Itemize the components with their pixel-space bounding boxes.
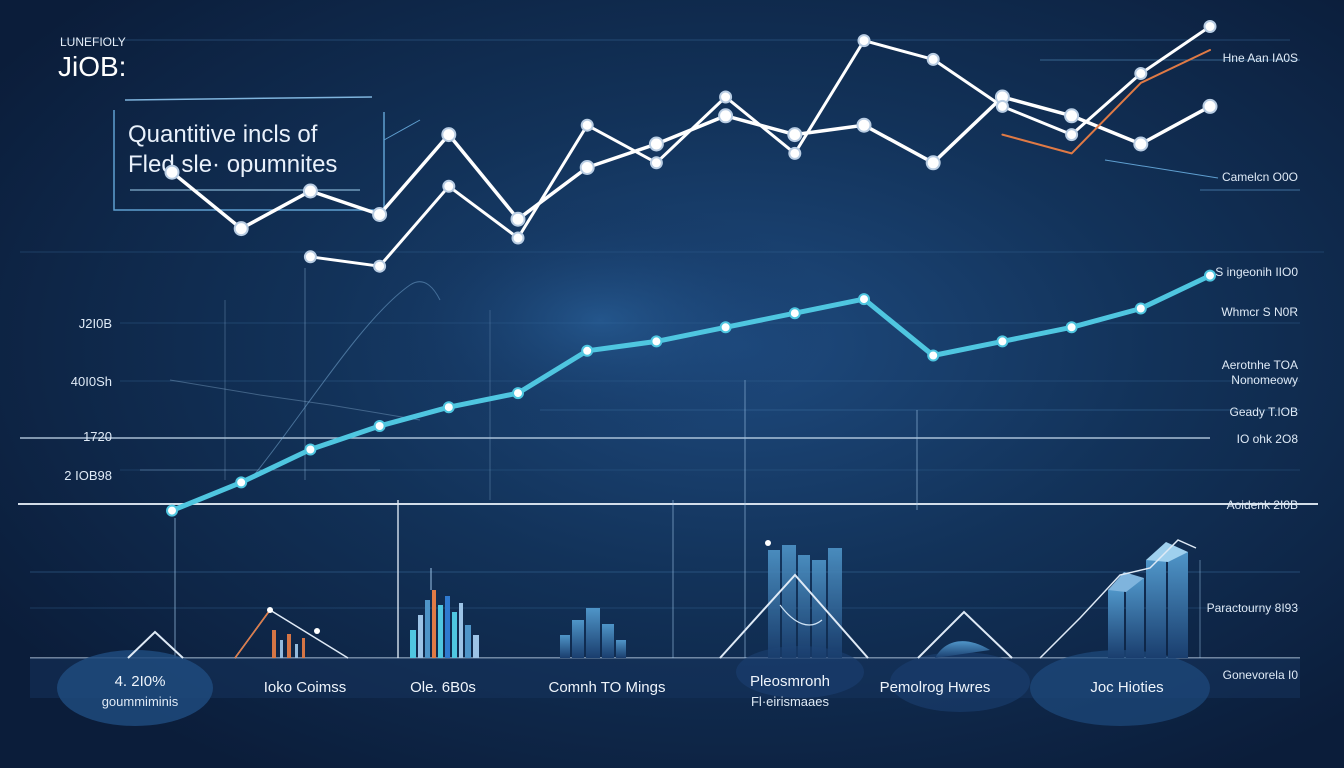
brand-logo: LUNEFIOLY JiOB:: [58, 35, 126, 82]
series-line-3: [169, 273, 1213, 514]
series-3-point: [650, 335, 663, 348]
series-3-point: [304, 443, 317, 456]
series-2-point: [511, 231, 525, 245]
right-label: Paractourny 8I93: [1207, 601, 1299, 615]
series-2-point: [719, 90, 733, 104]
series-2-point: [1203, 20, 1217, 33]
right-label: Nonomeowy: [1231, 373, 1298, 387]
series-2-point: [926, 52, 940, 66]
category-label: Pemolrog Hwres: [880, 679, 991, 696]
series-3-point: [858, 293, 870, 306]
series-2-point: [857, 34, 871, 48]
y-tick-label: 1720: [83, 429, 112, 444]
series-3-point: [235, 476, 248, 489]
series-3-point: [373, 420, 386, 432]
y-axis-tick-labels: J2I0B 40I0Sh 1720 2 IOB98: [64, 316, 112, 483]
category-label: Joc Hioties: [1090, 679, 1163, 696]
series-3-point: [166, 504, 178, 517]
right-label: S ingeonih IIO0: [1215, 265, 1298, 279]
series-1-point: [372, 207, 388, 222]
marker-layer: [164, 20, 1218, 517]
category-label: Ioko Coimss: [264, 679, 347, 696]
series-2-point: [788, 146, 802, 160]
chart-title: Quantitive incls of Fled sle· opumnites: [128, 121, 337, 178]
skyline-illustration: [30, 539, 1300, 726]
background-decoration: [18, 39, 1324, 659]
series-1-point: [233, 221, 249, 237]
right-label: Aerotnhe TOA: [1222, 358, 1298, 372]
series-3-point: [512, 387, 524, 400]
series-3-point: [996, 335, 1009, 348]
title-line-1: Quantitive incls of: [128, 121, 318, 148]
series-layer: [169, 25, 1213, 514]
series-line-4: [1001, 49, 1211, 155]
series-1-point: [718, 108, 734, 124]
series-2-point: [649, 156, 663, 170]
category-label: Ole. 6B0s: [410, 679, 476, 696]
right-label: Camelcn O0O: [1222, 170, 1298, 184]
series-2-point: [580, 118, 594, 132]
series-1-point: [787, 127, 803, 143]
right-side-labels: Hne Aan IA0S Camelcn O0O S ingeonih IIO0 Wh…: [1207, 51, 1299, 682]
right-label: Gonevorela I0: [1223, 668, 1299, 682]
series-3-point: [1134, 302, 1147, 315]
right-label: Whmcr S N0R: [1221, 305, 1298, 319]
series-2-point: [1134, 67, 1148, 80]
series-1-point: [510, 211, 526, 227]
series-2-point: [995, 99, 1009, 113]
series-2-point: [373, 259, 387, 273]
series-1-point: [1064, 108, 1080, 124]
category-label: Pleosmronh: [750, 673, 830, 690]
y-tick-label: J2I0B: [79, 316, 112, 331]
category-label: Comnh TO Mings: [549, 679, 666, 696]
series-1-point: [856, 117, 872, 133]
brand-name: JiOB:: [58, 51, 126, 82]
category-label: 4. 2I0%: [115, 673, 166, 690]
series-3-point: [581, 344, 594, 357]
series-1-point: [1202, 98, 1218, 114]
series-3-point: [442, 401, 455, 414]
category-sublabel: goummiminis: [102, 694, 179, 709]
title-line-2: Fled sle· opumnites: [128, 151, 337, 178]
series-1-point: [441, 127, 457, 143]
right-label: Aoidenk 2I0B: [1227, 498, 1298, 512]
y-tick-label: 40I0Sh: [71, 374, 112, 389]
series-1-point: [579, 160, 595, 175]
series-1-point: [925, 155, 941, 171]
bottom-category-labels: 4. 2I0% goummiminis Ioko Coimss Ole. 6B0s Co…: [102, 673, 1164, 709]
series-2-point: [303, 250, 317, 264]
brand-kicker: LUNEFIOLY: [60, 35, 126, 49]
series-1-point: [302, 183, 318, 199]
series-1-point: [648, 136, 664, 152]
series-2-point: [442, 179, 456, 193]
series-3-point: [927, 349, 940, 362]
series-3-point: [1204, 269, 1216, 282]
series-3-point: [788, 307, 801, 320]
series-3-point: [719, 321, 732, 334]
right-label: IO ohk 2O8: [1237, 432, 1299, 446]
series-1-point: [164, 164, 180, 180]
y-tick-label: 2 IOB98: [64, 468, 112, 483]
series-1-point: [1133, 136, 1149, 152]
series-line-2: [308, 25, 1212, 268]
category-sublabel: Fl·eirismaaes: [751, 694, 830, 709]
series-3-point: [1065, 321, 1078, 334]
right-label: Geady T.IOB: [1230, 405, 1298, 419]
series-2-point: [1065, 128, 1079, 142]
right-label: Hne Aan IA0S: [1223, 51, 1298, 65]
